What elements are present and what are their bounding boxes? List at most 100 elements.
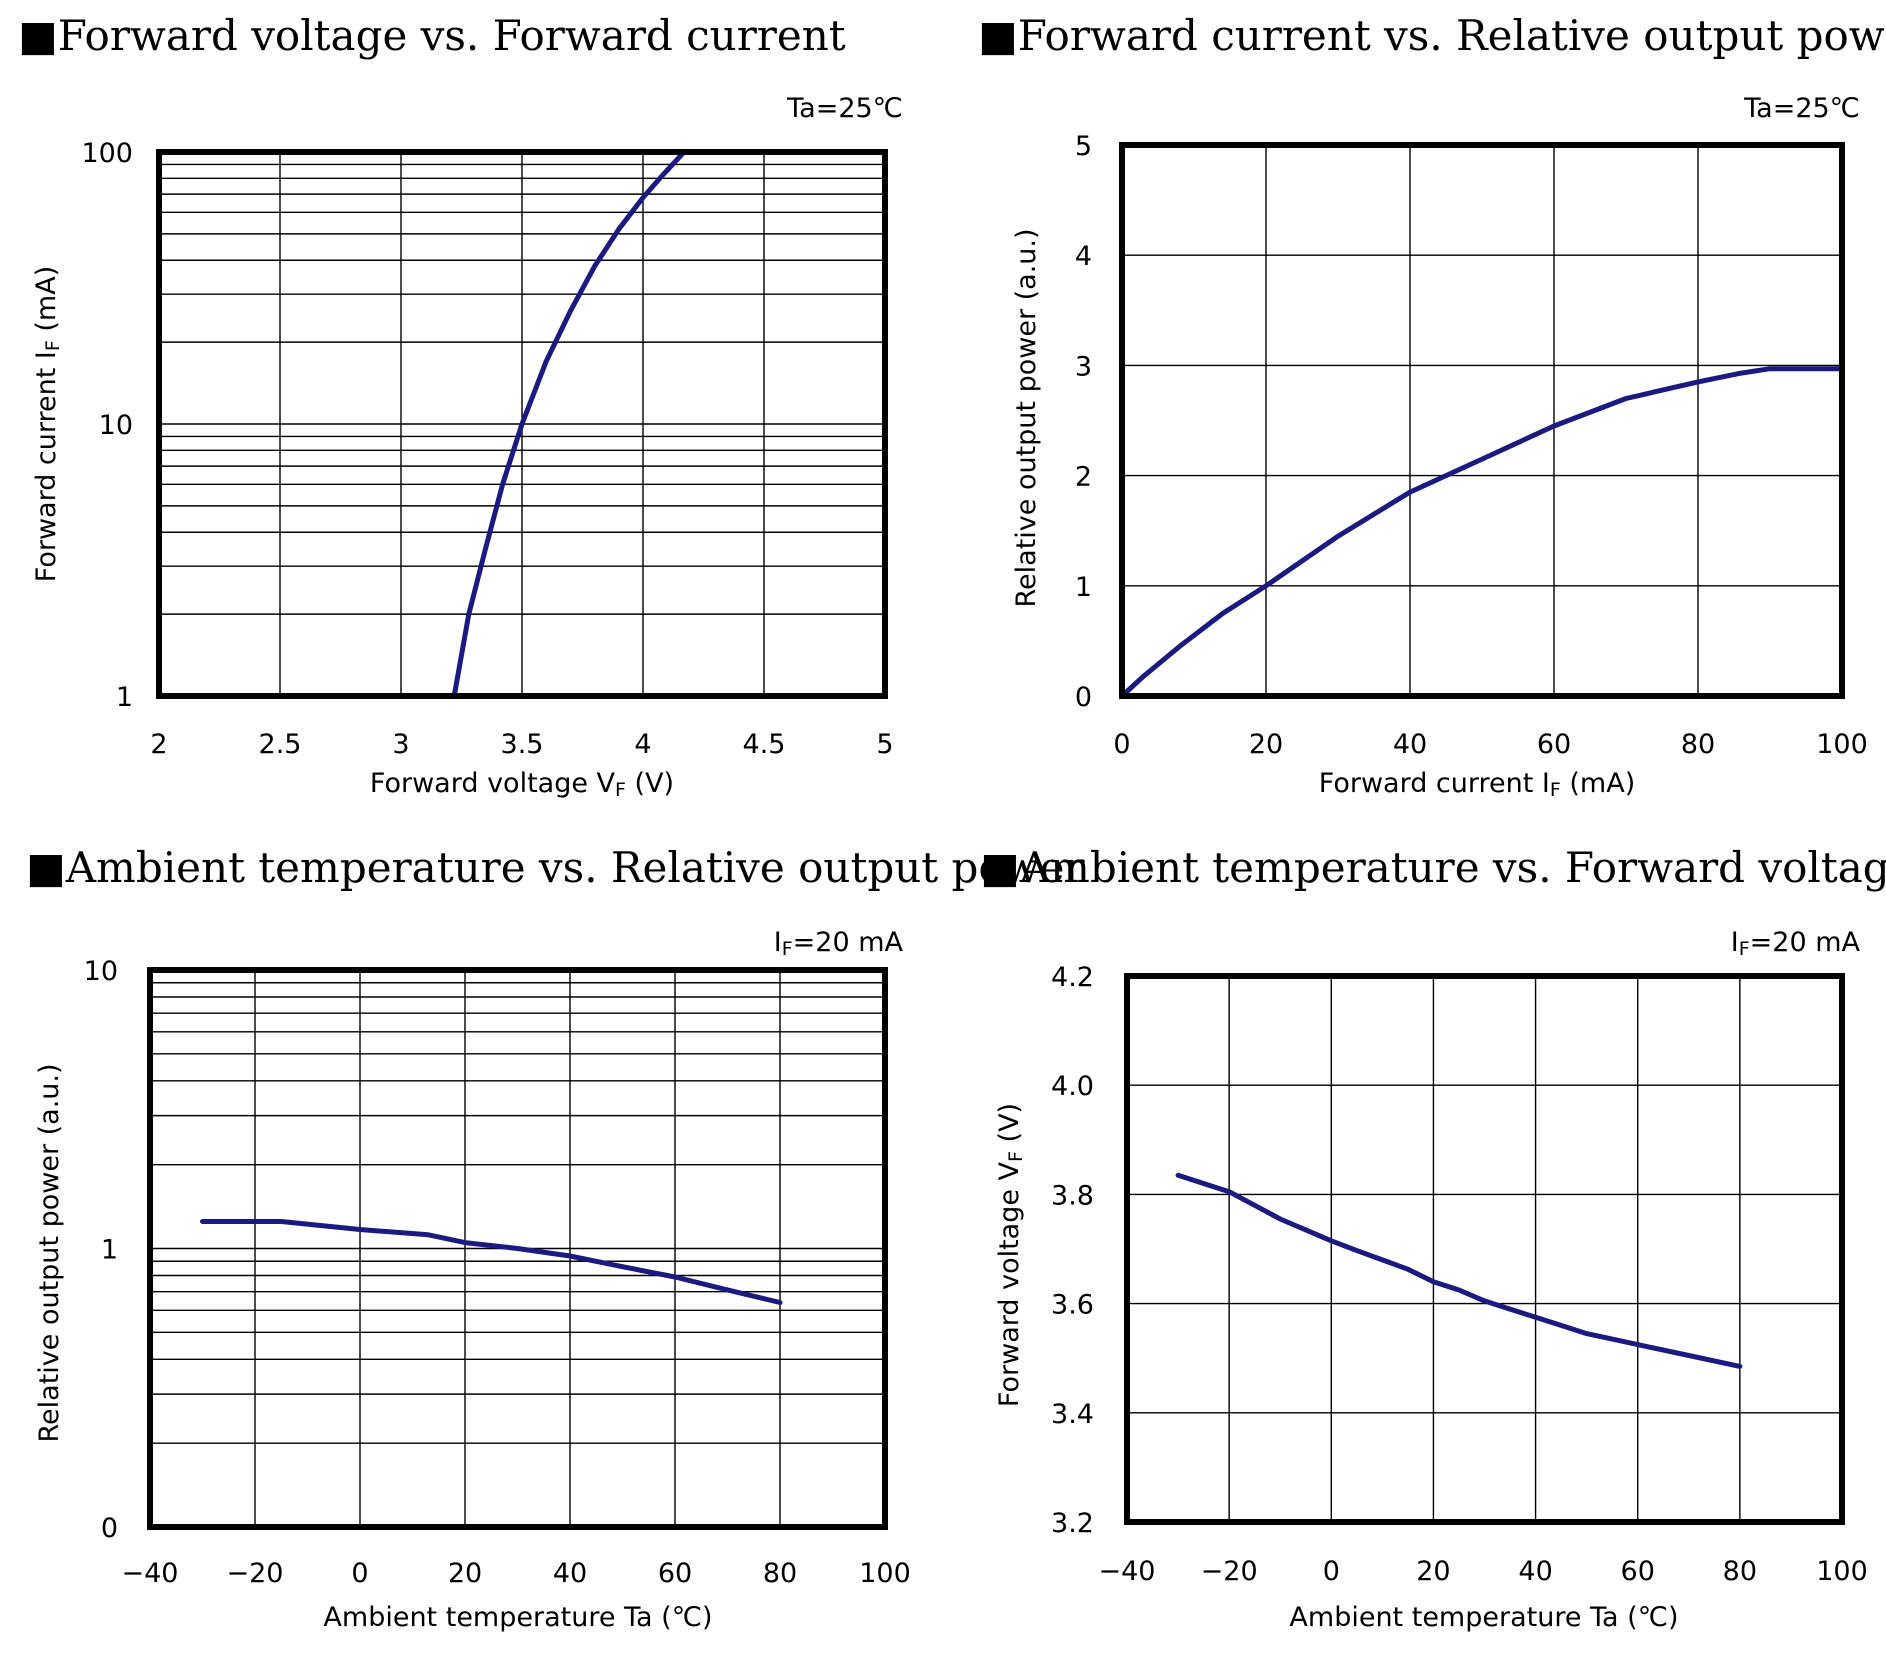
x-axis-label-unit: (V)	[626, 768, 674, 799]
x-tick-label: 4	[634, 729, 651, 760]
chart-condition: Ta=25℃	[786, 93, 903, 124]
chart-title-text: Ambient temperature vs. Relative output …	[65, 843, 1086, 892]
x-tick-label: −40	[1099, 1556, 1156, 1587]
x-tick-label: 60	[1537, 729, 1571, 760]
chart-condition-subscript: F	[1739, 938, 1750, 960]
series-line-1	[451, 149, 687, 699]
x-axis-label-main: Ambient temperature Ta (℃)	[1289, 1602, 1678, 1633]
x-tick-label: 100	[1816, 1556, 1868, 1587]
x-tick-label: 0	[1323, 1556, 1340, 1587]
y-axis-label-main: Forward current I	[31, 351, 62, 582]
chart-panel-2: ■Forward current vs. Relative output pow…	[978, 11, 1886, 801]
title-bullet-icon: ■	[978, 11, 1018, 60]
grid-lines	[1121, 144, 1843, 697]
x-axis-label: Ambient temperature Ta (℃)	[1289, 1602, 1678, 1633]
grid-lines	[158, 152, 886, 697]
y-tick-label: 1	[1075, 572, 1092, 603]
y-axis-label-main: Relative output power (a.u.)	[34, 1063, 65, 1442]
chart-title: ■Forward voltage vs. Forward current	[18, 11, 846, 60]
x-axis-label-main: Forward current I	[1319, 768, 1550, 799]
y-tick-label: 3	[1075, 351, 1092, 382]
x-axis-label: Forward current IF (mA)	[1319, 768, 1635, 801]
chart-title-text: Forward current vs. Relative output powe…	[1018, 11, 1886, 60]
x-tick-label: 100	[1816, 729, 1868, 760]
x-axis-label: Forward voltage VF (V)	[370, 768, 674, 801]
x-axis-label-subscript: F	[615, 779, 626, 801]
plot-frame	[1119, 142, 1845, 699]
chart-condition-main: I	[774, 927, 782, 958]
chart-title-text: Ambient temperature vs. Forward voltage	[1019, 843, 1886, 892]
chart-title-text: Forward voltage vs. Forward current	[58, 11, 846, 60]
title-bullet-icon: ■	[18, 11, 58, 60]
chart-title: ■Ambient temperature vs. Relative output…	[26, 843, 1085, 892]
plot-frame	[1124, 973, 1845, 1525]
y-tick-label: 5	[1075, 131, 1092, 162]
x-tick-label: 40	[1518, 1556, 1552, 1587]
x-tick-label: 0	[351, 1558, 368, 1589]
x-tick-label: 2	[150, 729, 167, 760]
chart-panel-1: ■Forward voltage vs. Forward current Ta=2…	[18, 11, 903, 801]
x-axis-label: Ambient temperature Ta (℃)	[323, 1602, 712, 1633]
y-axis-label: Relative output power (a.u.)	[1011, 228, 1042, 607]
x-tick-label: 80	[1681, 729, 1715, 760]
series-line-1	[1175, 1172, 1743, 1369]
y-axis-label-unit: (mA)	[31, 266, 62, 340]
x-tick-label: 60	[1621, 1556, 1655, 1587]
y-axis-label-main: Relative output power (a.u.)	[1011, 228, 1042, 607]
x-tick-label: 60	[658, 1558, 692, 1589]
grid-lines	[1126, 975, 1843, 1523]
y-tick-label: 2	[1075, 462, 1092, 493]
title-bullet-icon: ■	[26, 843, 66, 892]
y-axis-label-subscript: F	[1005, 1151, 1027, 1162]
x-tick-label: 20	[1249, 729, 1283, 760]
y-axis-label: Relative output power (a.u.)	[34, 1063, 65, 1442]
x-axis-label-subscript: F	[1550, 779, 1561, 801]
x-tick-label: 80	[763, 1558, 797, 1589]
y-tick-label: 0	[1075, 682, 1092, 713]
y-axis-label-unit: (V)	[994, 1103, 1025, 1151]
y-tick-label: 0	[101, 1513, 118, 1544]
series-line-1	[1119, 366, 1845, 699]
title-bullet-icon: ■	[980, 843, 1020, 892]
x-tick-label: 5	[876, 729, 893, 760]
y-tick-label: 4.0	[1051, 1071, 1094, 1102]
y-tick-label: 1	[101, 1235, 118, 1266]
x-tick-label: 4.5	[743, 729, 786, 760]
x-tick-label: −20	[1201, 1556, 1258, 1587]
plot-frame	[156, 149, 888, 699]
chart-condition: Ta=25℃	[1743, 93, 1860, 124]
x-tick-label: 20	[1416, 1556, 1450, 1587]
y-tick-label: 10	[99, 410, 133, 441]
y-tick-label: 3.4	[1051, 1399, 1094, 1430]
x-tick-label: 2.5	[259, 729, 302, 760]
y-tick-label: 4	[1075, 241, 1092, 272]
chart-condition: IF=20 mA	[774, 927, 904, 960]
x-tick-label: −40	[122, 1558, 179, 1589]
y-axis-label: Forward voltage VF (V)	[994, 1103, 1027, 1407]
x-axis-label-unit: (mA)	[1561, 768, 1635, 799]
chart-panel-4: ■Ambient temperature vs. Forward voltage…	[980, 843, 1886, 1633]
y-axis-label: Forward current IF (mA)	[31, 266, 64, 582]
y-axis-label-main: Forward voltage V	[994, 1161, 1025, 1407]
x-tick-label: 3	[392, 729, 409, 760]
series-line-1	[200, 1219, 783, 1305]
y-tick-label: 4.2	[1051, 962, 1094, 993]
x-tick-label: 80	[1723, 1556, 1757, 1587]
x-tick-label: 3.5	[501, 729, 544, 760]
x-tick-label: 40	[1393, 729, 1427, 760]
x-tick-label: 100	[859, 1558, 911, 1589]
y-tick-label: 3.2	[1051, 1508, 1094, 1539]
x-tick-label: 0	[1113, 729, 1130, 760]
x-axis-label-main: Forward voltage V	[370, 768, 616, 799]
chart-panel-3: ■Ambient temperature vs. Relative output…	[26, 843, 1085, 1633]
y-tick-label: 1	[116, 682, 133, 713]
y-tick-label: 100	[81, 138, 133, 169]
y-tick-label: 3.8	[1051, 1180, 1094, 1211]
y-tick-label: 3.6	[1051, 1290, 1094, 1321]
x-axis-label-main: Ambient temperature Ta (℃)	[323, 1602, 712, 1633]
chart-condition-subscript: F	[782, 938, 793, 960]
chart-condition-main: I	[1731, 927, 1739, 958]
chart-condition: IF=20 mA	[1731, 927, 1861, 960]
